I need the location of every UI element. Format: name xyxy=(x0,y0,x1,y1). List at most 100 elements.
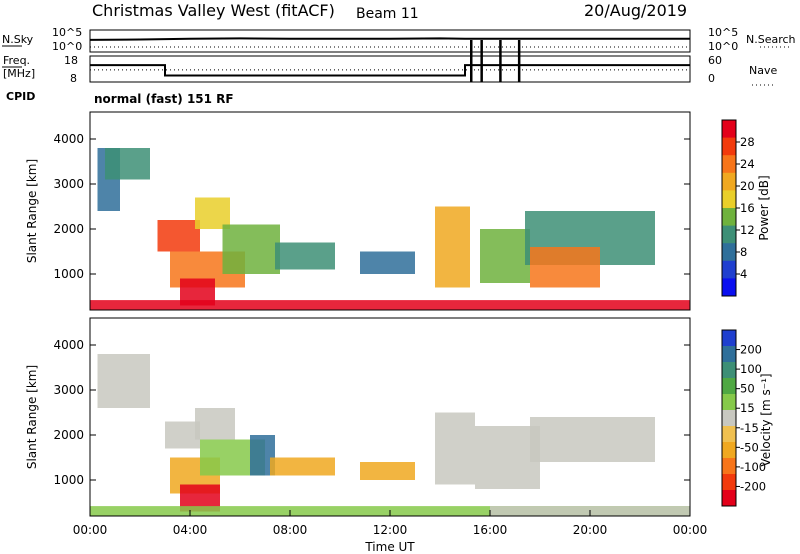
frequency-frame xyxy=(89,55,691,83)
colorbar-segment xyxy=(722,243,736,262)
xtick-label: 00:00 xyxy=(73,523,108,537)
colorbar-segment xyxy=(722,426,736,443)
ytick-label: 2000 xyxy=(53,222,84,236)
nave-ytick-bottom: 0 xyxy=(708,72,715,85)
colorbar-tick-label: 12 xyxy=(740,223,755,237)
colorbar-segment xyxy=(722,260,736,279)
xtick-label: 08:00 xyxy=(273,523,308,537)
scatter-region xyxy=(105,148,150,180)
scatter-region xyxy=(90,300,690,310)
power-colorbar-label: Power [dB] xyxy=(757,175,771,240)
frequency-panel: 18 8 60 0 xyxy=(64,40,722,85)
scatter-region xyxy=(195,197,230,229)
colorbar-segment xyxy=(722,346,736,363)
colorbar-segment xyxy=(722,120,736,139)
velocity-colorbar-label: Velocity [m s⁻¹] xyxy=(759,373,773,466)
xtick-label: 00:00 xyxy=(673,523,708,537)
velocity-panel: 1000 2000 3000 4000 00:00 04:00 08:00 12:00 16:… xyxy=(25,317,708,554)
xtick-label: 04:00 xyxy=(173,523,208,537)
colorbar-tick-label: -50 xyxy=(740,440,759,454)
freq-ytick-bottom: 8 xyxy=(70,72,77,85)
power-frame xyxy=(89,111,691,311)
colorbar-segment xyxy=(722,362,736,379)
colorbar-segment xyxy=(722,378,736,395)
colorbar-tick-label: 100 xyxy=(740,362,762,376)
colorbar-segment xyxy=(722,225,736,244)
colorbar-segment xyxy=(722,490,736,507)
power-colorbar: 28 24 20 16 12 8 4 Power [dB] xyxy=(721,119,771,297)
scatter-region xyxy=(530,247,600,288)
ytick-label: 3000 xyxy=(53,177,84,191)
ytick-label: 3000 xyxy=(53,383,84,397)
nsky-label: N.Sky xyxy=(2,33,34,46)
colorbar-tick-label: 15 xyxy=(740,401,755,415)
nsearch-label: N.Search xyxy=(746,33,796,46)
ytick-label: 4000 xyxy=(53,338,84,352)
scatter-region xyxy=(165,421,200,449)
ytick-label: 2000 xyxy=(53,428,84,442)
colorbar-segment xyxy=(722,137,736,156)
scatter-region xyxy=(275,242,335,270)
scatter-region xyxy=(270,457,335,476)
scatter-region xyxy=(222,224,280,274)
colorbar-tick-label: -100 xyxy=(740,460,766,474)
ytick-label: 4000 xyxy=(53,132,84,146)
colorbar-tick-label: 28 xyxy=(740,135,755,149)
ytick-label: 1000 xyxy=(53,267,84,281)
noise-ytick-top: 10^5 xyxy=(52,26,82,39)
freq-label-1: Freq. xyxy=(3,54,30,67)
noise-frame xyxy=(89,29,691,53)
velocity-colorbar: 200 100 50 15 -15 -50 -100 -200 Velocity [m s⁻¹… xyxy=(721,329,773,507)
freq-ytick-top: 18 xyxy=(64,54,78,67)
colorbar-segment xyxy=(722,330,736,347)
colorbar-segment xyxy=(722,410,736,427)
cpid-label: CPID xyxy=(6,90,35,103)
colorbar-segment xyxy=(722,278,736,297)
scatter-region xyxy=(157,220,200,252)
frequency-line xyxy=(90,64,690,77)
colorbar-tick-label: -15 xyxy=(740,421,759,435)
colorbar-tick-label: 24 xyxy=(740,157,755,171)
colorbar-tick-label: 200 xyxy=(740,343,762,357)
velocity-ylabel: Slant Range [km] xyxy=(25,365,39,469)
nave-ytick-top: 60 xyxy=(708,54,722,67)
colorbar-segment xyxy=(722,458,736,475)
xtick-label: 16:00 xyxy=(473,523,508,537)
ytick-label: 1000 xyxy=(53,473,84,487)
colorbar-tick-label: 8 xyxy=(740,245,747,259)
colorbar-tick-label: 16 xyxy=(740,201,755,215)
freq-label-2: [MHz] xyxy=(3,67,35,80)
scatter-region xyxy=(97,354,150,408)
colorbar-segment xyxy=(722,155,736,174)
colorbar-tick-label: 20 xyxy=(740,179,755,193)
station-title: Christmas Valley West (fitACF) xyxy=(92,1,335,20)
beam-label: Beam 11 xyxy=(356,6,419,22)
colorbar-segment xyxy=(722,172,736,191)
colorbar-segment xyxy=(722,474,736,491)
noise-ytick-right-top: 10^5 xyxy=(708,26,738,39)
date-label: 20/Aug/2019 xyxy=(584,1,687,20)
scatter-region xyxy=(360,462,415,480)
scatter-region xyxy=(435,206,470,288)
noise-panel: 10^5 10^0 10^5 10^0 xyxy=(52,26,738,53)
scatter-region xyxy=(360,251,415,274)
colorbar-tick-label: 4 xyxy=(740,267,747,281)
power-ylabel: Slant Range [km] xyxy=(25,159,39,263)
colorbar-segment xyxy=(722,394,736,411)
scatter-region xyxy=(195,408,235,440)
noise-ytick-right-bottom: 10^0 xyxy=(708,40,738,53)
scatter-region xyxy=(475,426,540,489)
velocity-xlabel: Time UT xyxy=(364,540,415,554)
xtick-label: 20:00 xyxy=(573,523,608,537)
colorbar-tick-label: -200 xyxy=(740,479,766,493)
power-panel: 1000 2000 3000 4000 Slant Range [km] xyxy=(25,111,691,311)
colorbar-segment xyxy=(722,190,736,209)
nsky-line xyxy=(89,37,690,41)
noise-ytick-bottom: 10^0 xyxy=(52,40,82,53)
colorbar-segment xyxy=(722,208,736,227)
scatter-region xyxy=(480,229,530,283)
scatter-region xyxy=(435,412,475,485)
colorbar-segment xyxy=(722,442,736,459)
nave-label: Nave xyxy=(749,64,777,77)
